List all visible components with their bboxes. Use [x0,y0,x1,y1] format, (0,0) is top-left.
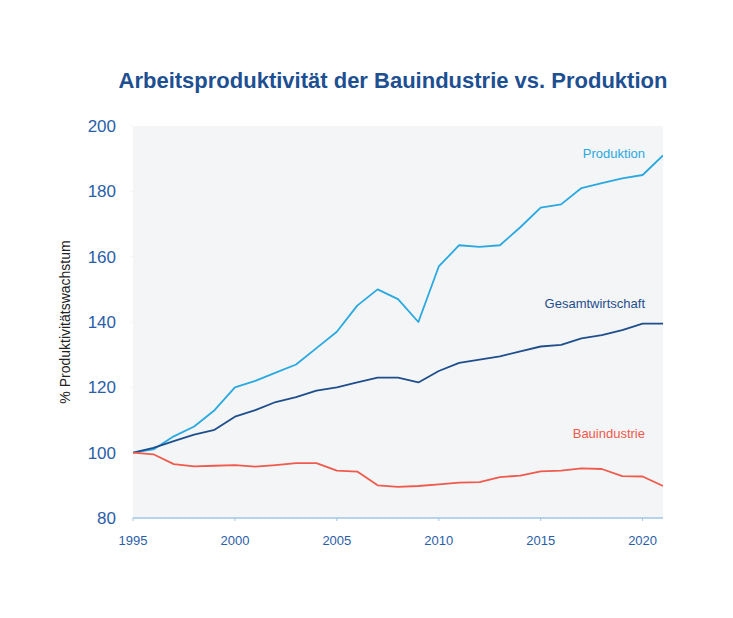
x-tick-label: 2020 [628,533,657,548]
x-tick-label: 2005 [322,533,351,548]
y-tick-label: 200 [88,117,116,136]
y-tick-label: 180 [88,182,116,201]
y-tick-label: 100 [88,444,116,463]
series-label: Produktion [583,146,645,161]
x-tick-label: 2015 [526,533,555,548]
x-tick-label: 1995 [119,533,148,548]
y-tick [130,191,133,192]
chart: Arbeitsproduktivität der Bauindustrie vs… [0,0,733,618]
y-tick-label: 80 [97,509,116,528]
y-axis-label: % Produktivitätswachstum [57,240,73,403]
y-tick-label: 140 [88,313,116,332]
series-line [133,453,663,487]
series-label: Bauindustrie [573,426,645,441]
series-label: Gesamtwirtschaft [545,296,646,311]
y-tick [130,387,133,388]
x-axis [133,517,663,519]
x-tick-label: 2000 [220,533,249,548]
y-tick-label: 120 [88,378,116,397]
series-group [133,155,663,487]
y-tick [130,322,133,323]
plot-area [133,126,663,518]
y-tick [130,452,133,453]
x-tick-label: 2010 [424,533,453,548]
y-tick-label: 160 [88,248,116,267]
series-line [133,155,663,452]
series-line [133,324,663,453]
title: Arbeitsproduktivität der Bauindustrie vs… [119,68,668,93]
y-tick [130,256,133,257]
y-tick [130,126,133,127]
